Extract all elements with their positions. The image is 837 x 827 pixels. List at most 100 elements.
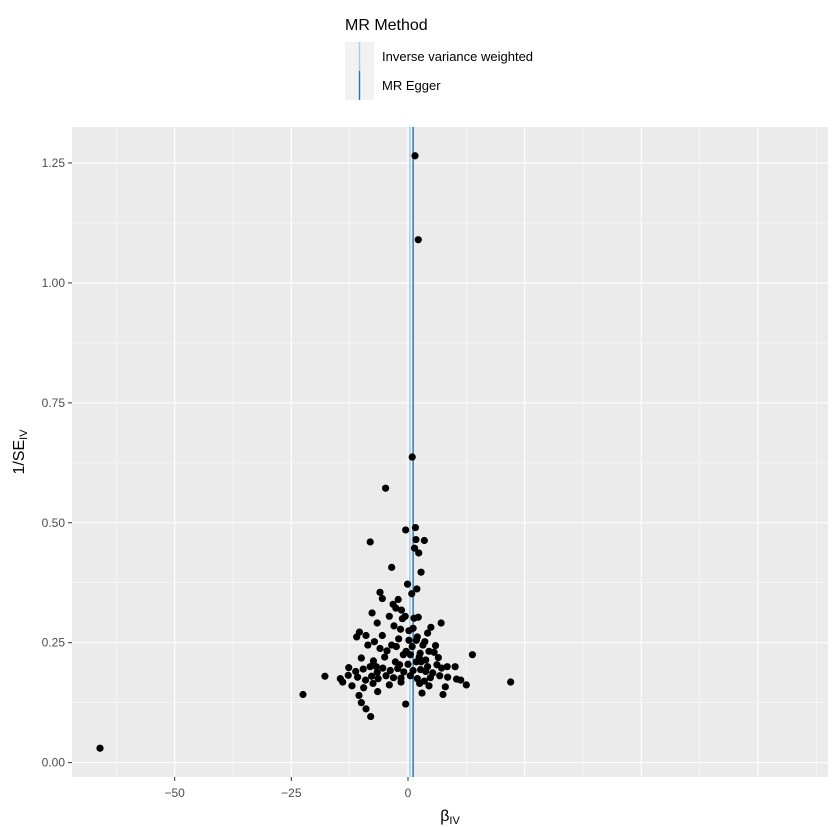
data-point — [427, 623, 435, 631]
data-point — [385, 681, 393, 689]
data-point — [443, 663, 451, 671]
data-point — [378, 594, 386, 603]
data-point — [399, 651, 407, 659]
x-axis-ticks: −50 −25 0 — [164, 777, 412, 800]
data-point — [431, 641, 440, 650]
data-point — [344, 671, 352, 679]
data-point — [451, 663, 459, 671]
data-point — [437, 619, 445, 627]
data-point — [462, 681, 470, 689]
data-point — [352, 667, 360, 676]
data-point — [424, 629, 432, 637]
legend: MR Method Inverse variance weighted MR Eg… — [345, 17, 533, 100]
data-point — [411, 523, 420, 532]
data-point — [388, 641, 396, 649]
data-point — [364, 641, 372, 649]
data-point — [406, 651, 414, 659]
data-points — [96, 152, 515, 752]
data-point — [398, 615, 406, 623]
data-point — [374, 675, 382, 683]
data-point — [414, 613, 422, 621]
y-axis-title: 1/SEIV — [11, 429, 30, 475]
y-axis-title-sub: IV — [18, 429, 30, 440]
major-gridlines — [72, 127, 828, 777]
data-point — [434, 653, 442, 662]
data-point — [411, 152, 419, 160]
data-point — [368, 609, 376, 617]
data-point — [96, 744, 104, 752]
y-tick-label: 0.50 — [42, 516, 66, 530]
data-point — [379, 664, 387, 672]
legend-label: Inverse variance weighted — [382, 49, 533, 64]
x-tick-label: −50 — [164, 786, 185, 800]
data-point — [397, 606, 406, 614]
data-point — [339, 678, 347, 686]
data-point — [403, 580, 412, 588]
data-point — [400, 668, 408, 676]
y-tick-label: 1.25 — [42, 156, 66, 170]
data-point — [405, 636, 413, 644]
data-point — [390, 622, 398, 630]
data-point — [355, 691, 363, 700]
data-point — [425, 682, 433, 690]
data-point — [418, 689, 426, 697]
data-point — [425, 647, 433, 655]
data-point — [408, 590, 416, 598]
data-point — [438, 664, 446, 672]
data-point — [439, 690, 447, 699]
data-point — [406, 672, 414, 680]
data-point — [444, 673, 452, 681]
data-point — [361, 676, 370, 684]
data-point — [402, 526, 410, 534]
legend-title: MR Method — [345, 17, 428, 34]
data-point — [441, 683, 449, 691]
data-point — [373, 668, 381, 677]
x-tick-label: 0 — [405, 786, 412, 800]
data-point — [404, 660, 412, 668]
data-point — [376, 588, 384, 596]
y-axis-ticks: 0.00 0.25 0.50 0.75 1.00 1.25 — [42, 156, 72, 770]
data-point — [376, 644, 384, 653]
data-point — [360, 684, 368, 692]
data-point — [374, 688, 382, 696]
data-point — [362, 705, 370, 713]
data-point — [436, 672, 444, 680]
data-point — [382, 672, 390, 680]
data-point — [457, 676, 465, 684]
data-point — [507, 678, 515, 686]
data-point — [372, 663, 380, 671]
data-point — [381, 653, 389, 661]
data-point — [299, 690, 307, 699]
data-point — [367, 712, 375, 721]
data-point — [408, 453, 416, 461]
data-point — [395, 635, 403, 643]
data-point — [412, 636, 420, 644]
data-point — [345, 664, 353, 672]
data-point — [389, 674, 398, 682]
y-tick-label: 0.25 — [42, 636, 66, 650]
data-point — [385, 612, 393, 620]
data-point — [396, 625, 405, 633]
data-point — [388, 563, 396, 571]
data-point — [394, 595, 402, 604]
data-point — [420, 536, 428, 545]
y-axis-title-main: 1/SE — [11, 440, 28, 475]
data-point — [348, 682, 356, 690]
data-point — [422, 667, 430, 676]
x-axis-title: βIV — [440, 808, 460, 827]
data-point — [402, 700, 410, 708]
data-point — [382, 484, 390, 492]
data-point — [369, 679, 377, 688]
data-point — [383, 647, 391, 655]
data-point — [397, 678, 405, 686]
data-point — [414, 236, 422, 244]
x-axis-title-main: β — [440, 808, 449, 825]
x-axis-title-sub: IV — [449, 815, 460, 827]
data-point — [409, 666, 417, 675]
data-point — [413, 585, 421, 593]
data-point — [366, 663, 374, 671]
data-point — [419, 641, 427, 649]
data-point — [369, 657, 378, 665]
data-point — [417, 658, 425, 666]
